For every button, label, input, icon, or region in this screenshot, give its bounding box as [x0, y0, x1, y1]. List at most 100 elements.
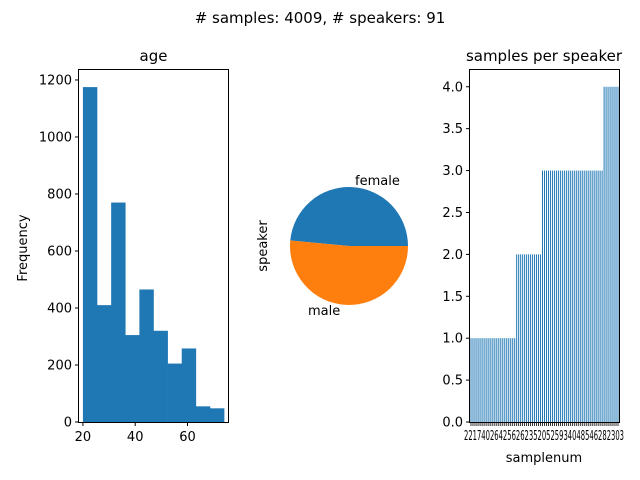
- samples-per-speaker-chart: samples per speaker 0.0 0.5 1.0 1.5 2.0 2.5 3.…: [442, 47, 624, 466]
- sps-bar: [512, 338, 514, 422]
- age-histogram-bars: [82, 87, 225, 423]
- sps-bar: [542, 170, 544, 422]
- sps-bar: [474, 338, 476, 422]
- sps-bar: [504, 338, 506, 422]
- sps-bar: [581, 170, 583, 422]
- sps-bars: [470, 86, 619, 426]
- sps-bar: [480, 338, 482, 422]
- hist-bar: [125, 335, 140, 422]
- sps-bar: [516, 254, 518, 422]
- sps-bar: [528, 254, 530, 422]
- sps-bar: [551, 170, 553, 422]
- sps-bar: [613, 86, 615, 422]
- sps-bar: [557, 170, 559, 422]
- sps-bar: [611, 86, 613, 422]
- sps-ytick-label: 1.0: [442, 332, 463, 347]
- sps-bar: [544, 170, 545, 422]
- sps-bar: [597, 170, 599, 422]
- sps-bar: [553, 170, 555, 422]
- sps-bar: [494, 338, 496, 422]
- sps-bar: [482, 338, 484, 422]
- hist-ytick-label: 600: [47, 244, 72, 259]
- pie-slice-female: [290, 186, 408, 246]
- sps-ytick-label: 2.0: [442, 248, 463, 263]
- sps-bar: [510, 338, 512, 422]
- sps-bar: [500, 338, 502, 422]
- speaker-pie-slices: [290, 186, 408, 305]
- sps-bar: [615, 86, 617, 422]
- sps-bar: [530, 254, 532, 422]
- hist-xtick-label: 20: [75, 430, 92, 445]
- sps-bar: [532, 254, 534, 422]
- sps-bar: [486, 338, 488, 422]
- sps-bar: [585, 170, 587, 422]
- sps-bar: [617, 86, 619, 422]
- hist-xtick-label: 60: [179, 430, 196, 445]
- sps-bar: [536, 254, 538, 422]
- sps-bar: [579, 170, 581, 422]
- sps-bar: [575, 170, 577, 422]
- sps-bar: [593, 170, 595, 422]
- sps-bar: [514, 338, 516, 422]
- sps-bar: [547, 170, 549, 422]
- sps-bar: [607, 86, 609, 422]
- sps-bar: [518, 254, 520, 422]
- sps-bar: [496, 338, 498, 422]
- sps-bar: [492, 338, 494, 422]
- figure-suptitle: # samples: 4009, # speakers: 91: [195, 9, 446, 27]
- pie-label-female: female: [355, 174, 400, 189]
- sps-bar: [490, 338, 492, 422]
- age-histogram: age Frequency 0 200 400 600 800 1000 1200 20 40 6…: [16, 47, 229, 445]
- sps-bar: [534, 254, 536, 422]
- hist-ytick-label: 800: [47, 187, 72, 202]
- sps-ytick-label: 2.5: [442, 206, 463, 221]
- sps-bar: [601, 170, 603, 422]
- sps-bar: [559, 170, 561, 422]
- sps-bar: [569, 170, 571, 422]
- sps-bar: [567, 170, 569, 422]
- sps-bar: [545, 170, 547, 422]
- age-title: age: [140, 47, 168, 65]
- sps-xlabel: samplenum: [506, 451, 582, 466]
- speaker-ylabel: speaker: [256, 220, 271, 272]
- sps-ytick-label: 0.0: [442, 416, 463, 431]
- sps-ytick-label: 4.0: [442, 80, 463, 95]
- speaker-pie: speaker female male: [256, 174, 408, 319]
- sps-bar: [522, 254, 524, 422]
- sps-bar: [609, 86, 611, 422]
- sps-bar: [472, 338, 474, 422]
- hist-bar: [97, 305, 112, 422]
- sps-bar: [502, 338, 504, 422]
- sps-bar: [599, 170, 601, 422]
- sps-bar: [561, 170, 563, 422]
- hist-bar: [82, 87, 98, 423]
- sps-bar: [555, 170, 557, 422]
- sps-bar: [470, 338, 472, 422]
- sps-bar: [488, 338, 490, 422]
- sps-bar: [508, 338, 510, 422]
- sps-ytick-label: 0.5: [442, 374, 463, 389]
- sps-bar: [520, 254, 522, 422]
- hist-ytick-label: 200: [47, 358, 72, 373]
- sps-bar: [506, 338, 508, 422]
- sps-bar: [589, 170, 591, 422]
- sps-ytick-label: 1.5: [442, 290, 463, 305]
- sps-bar: [478, 338, 480, 422]
- hist-ytick-label: 0: [64, 416, 72, 431]
- sps-yticks: 0.0 0.5 1.0 1.5 2.0 2.5 3.0 3.5 4.0: [442, 80, 470, 431]
- sps-bar: [476, 338, 478, 422]
- hist-bar: [209, 408, 225, 422]
- sps-ytick-label: 3.5: [442, 122, 463, 137]
- hist-ytick-label: 1200: [39, 73, 72, 88]
- hist-bar: [181, 348, 197, 422]
- sps-bar: [549, 170, 551, 422]
- sps-bar: [484, 338, 486, 422]
- sps-xtick-labels: 2217402642562623520525934048546282303: [464, 429, 624, 444]
- sps-bar: [583, 170, 585, 422]
- sps-bar: [498, 338, 500, 422]
- hist-xtick-label: 40: [127, 430, 144, 445]
- sps-plot-frame: [469, 69, 620, 423]
- sps-bar: [603, 86, 605, 422]
- hist-ytick-label: 400: [47, 301, 72, 316]
- sps-bar: [565, 170, 567, 422]
